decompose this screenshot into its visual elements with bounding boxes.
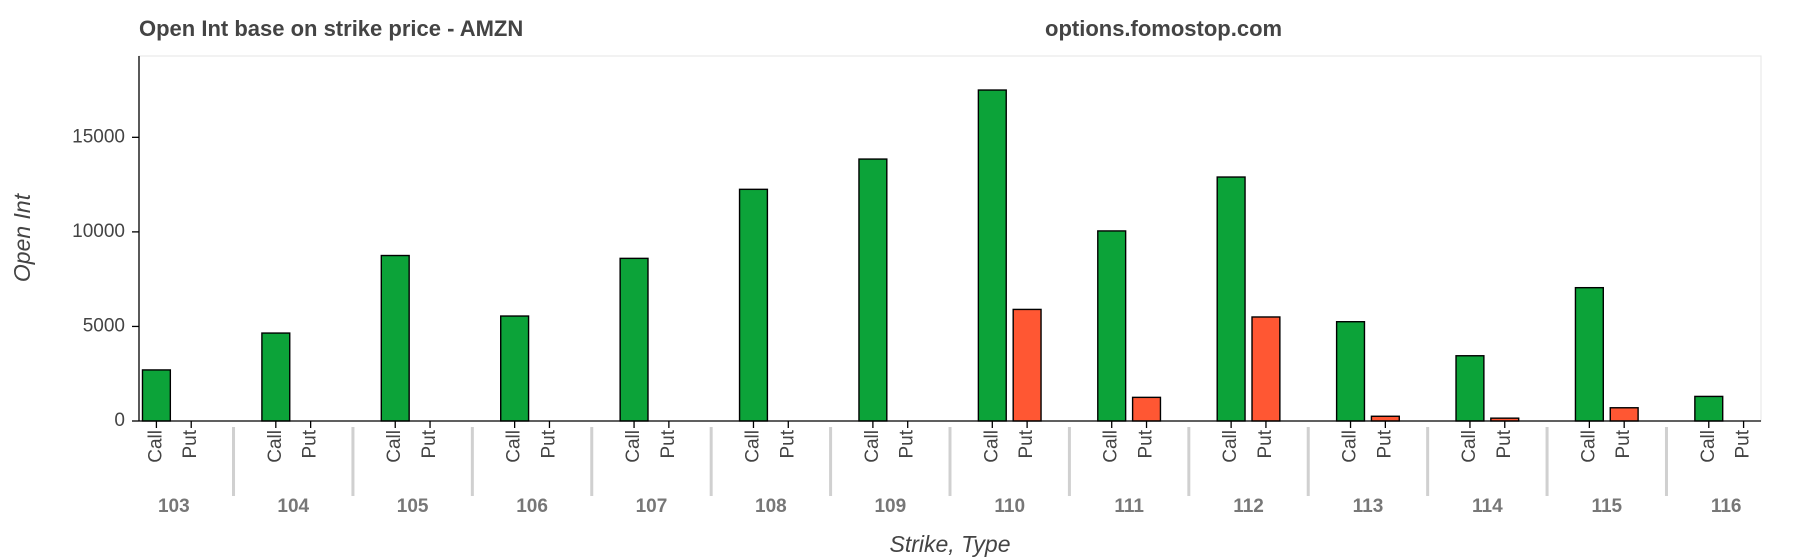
bar — [1694, 395, 1724, 422]
x-group-label: 116 — [1711, 496, 1742, 517]
y-tick-label: 15000 — [72, 126, 125, 147]
x-sub-label: Call — [1578, 430, 1599, 463]
chart-title: Open Int base on strike price - AMZN — [139, 16, 523, 41]
bar — [1251, 316, 1281, 422]
y-tick-label: 5000 — [83, 315, 125, 336]
bar — [141, 369, 172, 422]
x-sub-label: Put — [538, 429, 559, 458]
bar — [738, 188, 769, 422]
bar — [1455, 355, 1485, 422]
x-sub-label: Put — [1016, 429, 1037, 458]
x-group-label: 115 — [1591, 496, 1622, 517]
y-axis-label: Open Int — [9, 192, 35, 282]
chart-subtitle: options.fomostop.com — [1045, 16, 1282, 41]
bar — [1609, 407, 1639, 422]
x-sub-label: Put — [419, 429, 440, 458]
x-sub-label: Call — [742, 430, 763, 463]
x-sub-label: Call — [1220, 430, 1241, 463]
bar — [1097, 230, 1127, 422]
x-group-label: 111 — [1114, 496, 1144, 517]
x-group-label: 106 — [516, 496, 548, 517]
x-sub-label: Put — [180, 429, 201, 458]
x-group-label: 107 — [636, 496, 668, 517]
x-sub-label: Call — [1698, 430, 1719, 463]
x-sub-label: Call — [145, 430, 166, 463]
x-sub-label: Put — [300, 429, 321, 458]
bar — [1335, 321, 1366, 422]
x-group-label: 104 — [277, 496, 309, 517]
bar — [261, 332, 291, 422]
x-sub-label: Call — [1101, 430, 1122, 463]
x-axis-label: Strike, Type — [890, 531, 1011, 557]
x-sub-label: Put — [1136, 429, 1157, 458]
x-sub-label: Call — [504, 430, 525, 463]
x-group-label: 109 — [874, 496, 906, 517]
x-sub-label: Call — [1340, 430, 1361, 463]
x-sub-label: Put — [1374, 429, 1395, 458]
x-sub-label: Put — [897, 429, 918, 458]
x-group-label: 105 — [397, 496, 429, 517]
x-group-label: 113 — [1353, 496, 1384, 517]
bar — [1131, 396, 1162, 422]
bar — [500, 315, 530, 422]
bar — [977, 89, 1007, 422]
x-sub-label: Call — [384, 430, 405, 463]
x-sub-label: Call — [1459, 430, 1480, 463]
x-sub-label: Put — [1613, 429, 1634, 458]
x-sub-label: Put — [658, 429, 679, 458]
x-group-label: 103 — [158, 496, 190, 517]
x-group-label: 112 — [1233, 496, 1264, 517]
bar — [858, 158, 888, 422]
x-sub-label: Call — [623, 430, 644, 463]
bar — [619, 257, 649, 422]
x-sub-label: Call — [265, 430, 286, 463]
x-group-label: 114 — [1472, 496, 1503, 517]
x-group-label: 110 — [994, 496, 1025, 517]
x-group-label: 108 — [755, 496, 787, 517]
x-sub-label: Put — [1494, 429, 1515, 458]
x-sub-label: Call — [981, 430, 1002, 463]
x-sub-label: Put — [1733, 429, 1754, 458]
bar — [1574, 286, 1604, 422]
x-sub-label: Put — [1255, 429, 1276, 458]
x-sub-label: Call — [862, 430, 883, 463]
bar — [1012, 308, 1042, 422]
bar — [1216, 176, 1246, 422]
bar — [1370, 415, 1400, 422]
y-tick-label: 10000 — [72, 221, 125, 242]
bar — [380, 254, 410, 422]
x-sub-label: Put — [777, 429, 798, 458]
y-tick-label: 0 — [114, 410, 125, 431]
